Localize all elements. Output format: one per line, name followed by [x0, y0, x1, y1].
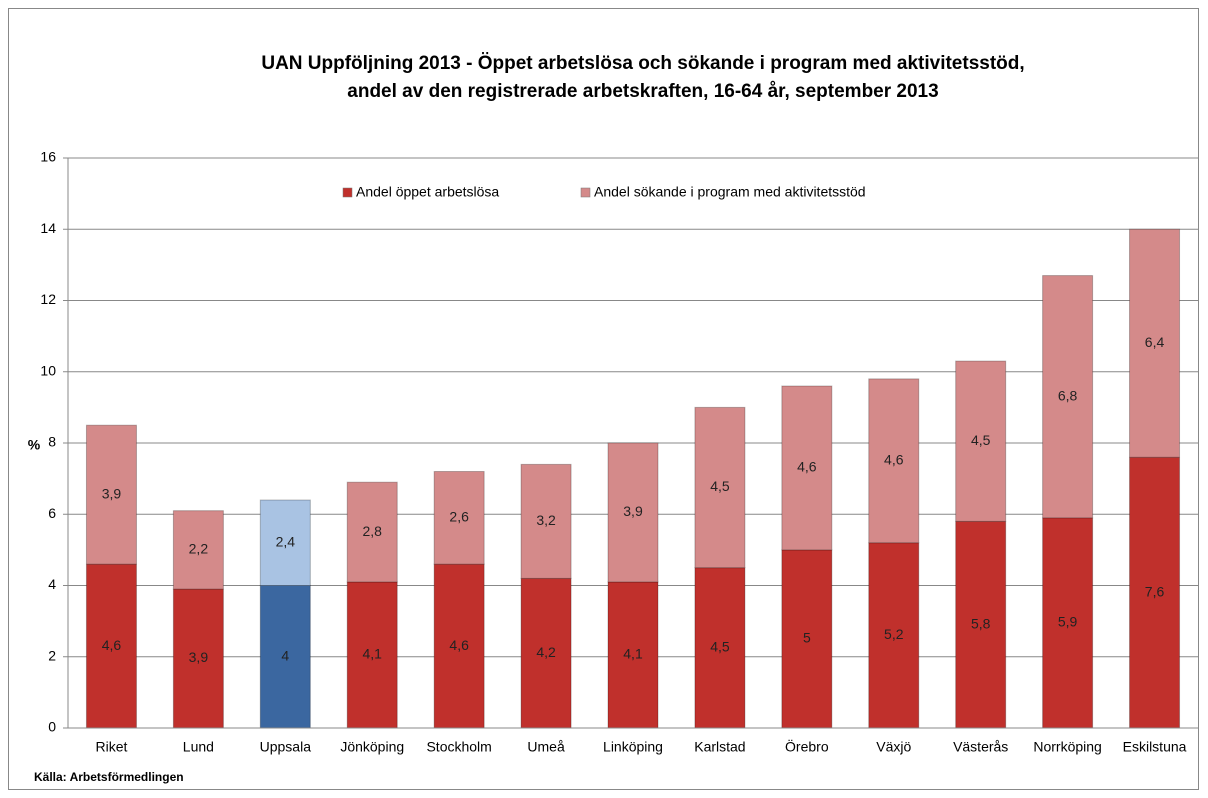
data-label: 5 [803, 630, 811, 646]
data-label: 3,9 [623, 503, 643, 519]
bar-segment [172, 588, 224, 729]
data-label: 4,5 [971, 432, 991, 448]
bar-segment [781, 549, 833, 729]
x-tick-label: Eskilstuna [1123, 739, 1187, 755]
bar-segment [955, 360, 1007, 522]
bar-segment [868, 378, 920, 544]
data-label: 4,5 [710, 639, 730, 655]
data-label: 2,6 [449, 509, 469, 525]
bar-segment [433, 471, 485, 565]
data-label: 5,9 [1058, 614, 1078, 630]
data-label: 6,8 [1058, 387, 1078, 403]
bar-segment [1042, 275, 1094, 519]
bar-segment [607, 442, 659, 583]
source: Källa: Arbetsförmedlingen [34, 770, 184, 784]
data-label: 3,9 [189, 649, 209, 665]
x-tick-label: Jönköping [340, 739, 404, 755]
y-tick-label: 12 [40, 291, 56, 307]
bar-segment [694, 406, 746, 569]
data-label: 4,5 [710, 478, 730, 494]
x-tick-label: Stockholm [426, 739, 491, 755]
bar-segment [433, 563, 485, 729]
bar-segment [85, 563, 137, 729]
data-label: 3,9 [102, 485, 122, 501]
y-tick-label: 6 [48, 505, 56, 521]
y-tick-label: 2 [48, 647, 56, 663]
bar-segment [694, 567, 746, 729]
data-label: 6,4 [1145, 334, 1165, 350]
chart-title: andel av den registrerade arbetskraften,… [347, 81, 938, 102]
legend-swatch [580, 187, 591, 198]
data-label: 4 [281, 647, 289, 663]
x-tick-label: Västerås [953, 739, 1008, 755]
bar-segment [955, 520, 1007, 729]
legend-swatch [342, 187, 353, 198]
data-label: 3,2 [536, 512, 556, 528]
data-label: 4,6 [884, 452, 904, 468]
x-tick-label: Linköping [603, 739, 663, 755]
data-label: 4,2 [536, 644, 556, 660]
x-tick-label: Norrköping [1033, 739, 1101, 755]
bar-segment [172, 510, 224, 590]
data-label: 4,6 [797, 459, 817, 475]
y-tick-label: 8 [48, 434, 56, 450]
x-tick-label: Lund [183, 739, 214, 755]
x-tick-label: Riket [96, 739, 128, 755]
bar-segment [520, 463, 572, 579]
legend-label: Andel sökande i program med aktivitetsst… [594, 184, 866, 200]
y-tick-label: 14 [40, 220, 56, 236]
y-tick-label: 0 [48, 719, 56, 735]
data-label: 7,6 [1145, 583, 1165, 599]
data-label: 2,8 [362, 523, 382, 539]
y-tick-label: 4 [48, 576, 56, 592]
y-axis-label: % [28, 437, 41, 453]
x-tick-label: Örebro [785, 738, 829, 755]
bar-segment [1129, 228, 1181, 458]
bar-segment [868, 542, 920, 729]
data-label: 5,8 [971, 615, 991, 631]
data-label: 4,6 [449, 637, 469, 653]
x-tick-label: Karlstad [694, 739, 745, 755]
y-tick-label: 10 [40, 362, 56, 378]
y-tick-label: 16 [40, 149, 56, 165]
bar-segment [85, 424, 137, 565]
data-label: 2,4 [276, 533, 296, 549]
bar-segment [781, 385, 833, 551]
bar-segment [259, 499, 311, 586]
x-tick-label: Växjö [876, 739, 911, 755]
chart-title: UAN Uppföljning 2013 - Öppet arbetslösa … [261, 53, 1024, 74]
data-label: 5,2 [884, 626, 904, 642]
data-label: 4,1 [623, 646, 643, 662]
bar-segment [520, 577, 572, 729]
data-label: 4,6 [102, 637, 122, 653]
x-tick-label: Umeå [527, 739, 565, 755]
bar-segment [607, 581, 659, 729]
bar-segment [346, 481, 398, 583]
data-label: 2,2 [189, 541, 209, 557]
bar-segment [346, 581, 398, 729]
legend-label: Andel öppet arbetslösa [356, 184, 499, 200]
data-label: 4,1 [362, 646, 382, 662]
x-tick-label: Uppsala [260, 739, 312, 755]
